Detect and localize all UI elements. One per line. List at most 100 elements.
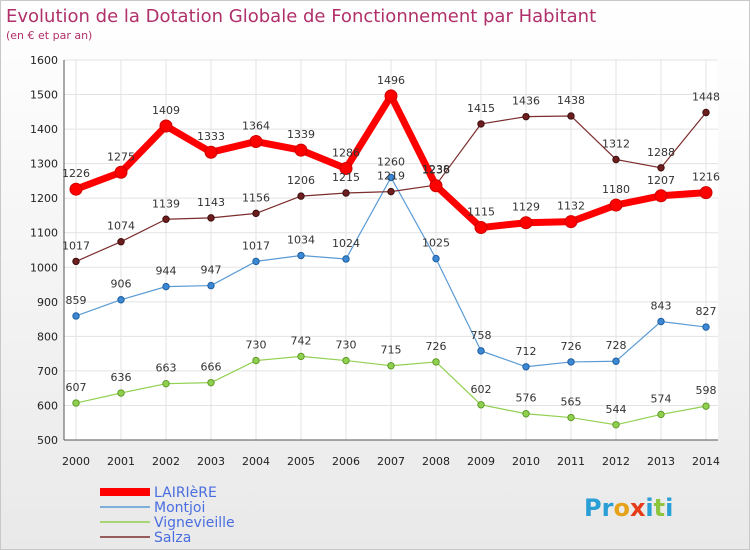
data-label: 726 [561, 340, 582, 353]
logo-text: Proxiti [584, 494, 673, 522]
x-tick-label: 2007 [377, 455, 405, 468]
data-label: 1143 [197, 196, 225, 209]
data-label: 1024 [332, 237, 360, 250]
data-label: 1409 [152, 104, 180, 117]
data-label: 712 [516, 345, 537, 358]
data-label: 843 [651, 300, 672, 313]
data-point-vignevieille [387, 362, 395, 370]
data-label: 758 [471, 329, 492, 342]
data-label: 1074 [107, 220, 135, 233]
data-point-lairi-re [294, 143, 308, 157]
data-label: 1312 [602, 137, 630, 150]
data-point-lairi-re [204, 145, 218, 159]
y-tick-label: 800 [37, 330, 58, 343]
y-tick-label: 1000 [30, 261, 58, 274]
data-point-lairi-re [429, 179, 443, 193]
data-label: 827 [696, 305, 717, 318]
data-point-salza [567, 112, 575, 120]
data-label: 565 [561, 396, 582, 409]
data-label: 574 [651, 392, 672, 405]
data-point-lairi-re [69, 182, 83, 196]
data-point-salza [522, 112, 530, 121]
data-point-salza [162, 215, 170, 223]
data-label: 1275 [107, 150, 135, 163]
data-label: 1132 [557, 200, 585, 213]
data-point-salza [297, 192, 305, 200]
data-point-lairi-re [384, 89, 398, 103]
x-tick-label: 2005 [287, 455, 315, 468]
data-point-salza [657, 164, 665, 172]
data-label: 1129 [512, 201, 540, 214]
x-tick-label: 2002 [152, 455, 180, 468]
data-label: 1034 [287, 234, 315, 247]
proxiti-logo: Proxiti [584, 494, 673, 522]
y-tick-label: 1400 [30, 123, 58, 136]
data-label: 1288 [647, 146, 675, 159]
data-label: 1286 [332, 146, 360, 159]
data-label: 726 [426, 340, 447, 353]
data-point-montjoi [252, 257, 260, 266]
data-point-montjoi [567, 358, 575, 366]
grid [64, 59, 718, 441]
x-tick-label: 2014 [692, 455, 720, 468]
x-tick-label: 2010 [512, 455, 540, 468]
x-tick-label: 2008 [422, 455, 450, 468]
data-point-montjoi [162, 282, 170, 291]
data-label: 607 [66, 381, 87, 394]
x-tick-label: 2011 [557, 455, 585, 468]
data-label: 1025 [422, 237, 450, 250]
x-tick-label: 2004 [242, 455, 270, 468]
data-point-salza [702, 108, 710, 117]
axes: 500 600 700 800 900 1000 1100 1200 1300 1400 1500 1… [30, 54, 720, 468]
data-point-vignevieille [117, 389, 125, 397]
data-label: 1448 [692, 91, 720, 104]
data-label: 1139 [152, 197, 180, 210]
data-point-montjoi [522, 363, 530, 371]
data-label: 1496 [377, 74, 405, 87]
data-label: 602 [471, 383, 492, 396]
y-tick-label: 1100 [30, 227, 58, 240]
data-point-salza [207, 214, 215, 222]
data-label: 1156 [242, 191, 270, 204]
series-layer [69, 89, 713, 429]
data-label: 1219 [377, 170, 405, 183]
data-label: 1216 [692, 171, 720, 184]
data-label: 1207 [647, 174, 675, 187]
legend-label: Vignevieille [154, 515, 235, 531]
data-label: 1260 [377, 155, 405, 168]
data-label: 1438 [557, 94, 585, 107]
data-label: 666 [201, 361, 222, 374]
data-label: 598 [696, 384, 717, 397]
data-point-vignevieille [342, 356, 350, 365]
data-label: 859 [66, 294, 87, 307]
x-tick-label: 2003 [197, 455, 225, 468]
y-tick-label: 1500 [30, 89, 58, 102]
data-point-salza [72, 257, 80, 266]
data-point-salza [117, 238, 125, 246]
legend-label: Salza [154, 530, 191, 546]
y-tick-label: 1200 [30, 192, 58, 205]
data-label: 1180 [602, 183, 630, 196]
data-point-salza [252, 209, 260, 218]
data-point-vignevieille [252, 356, 260, 365]
data-label: 1236 [422, 164, 450, 177]
data-label: 1436 [512, 95, 540, 108]
x-tick-label: 2009 [467, 455, 495, 468]
data-labels: 1226 1275 1409 1333 1364 1339 1286 1496 1236 1115… [62, 74, 720, 416]
data-point-montjoi [297, 251, 305, 260]
data-point-lairi-re [699, 186, 713, 200]
data-point-salza [477, 120, 485, 128]
y-tick-label: 700 [37, 365, 58, 378]
data-point-vignevieille [612, 421, 620, 429]
data-label: 1364 [242, 120, 270, 133]
data-label: 544 [606, 403, 627, 416]
data-point-lairi-re [564, 215, 578, 229]
data-point-vignevieille [432, 358, 440, 366]
data-label: 906 [111, 278, 132, 291]
data-point-montjoi [702, 323, 710, 331]
data-point-montjoi [117, 296, 125, 304]
y-tick-label: 500 [37, 434, 58, 447]
data-point-lairi-re [339, 161, 353, 175]
legend-label: LAIRIèRE [154, 485, 217, 501]
